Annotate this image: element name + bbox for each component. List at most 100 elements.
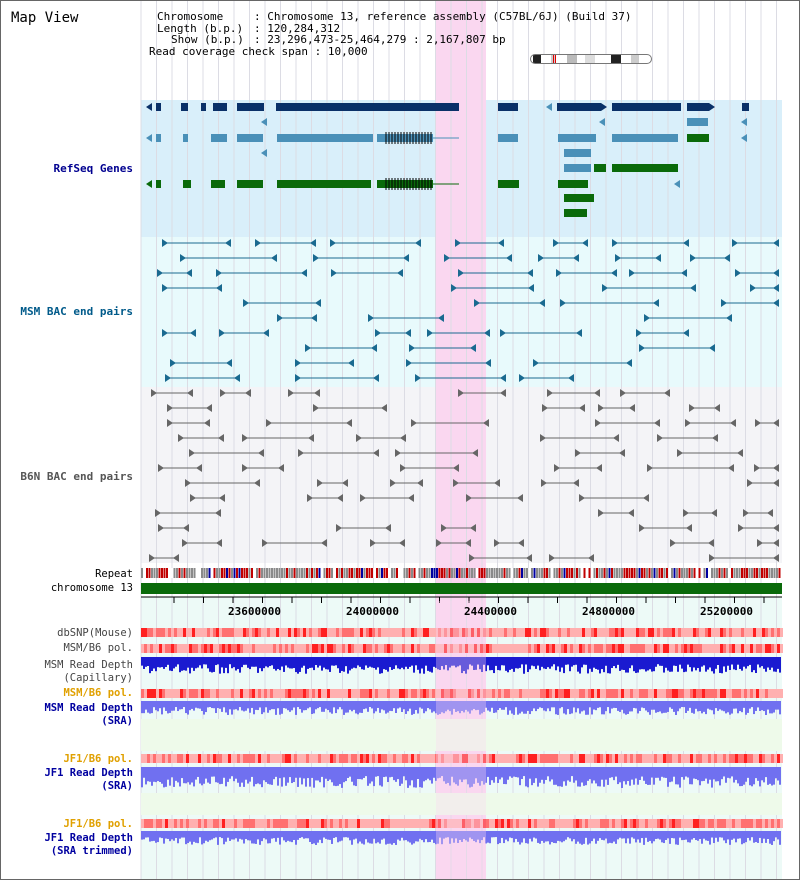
repeat-segment xyxy=(193,568,196,578)
depth-bar xyxy=(345,767,347,782)
heat-cell xyxy=(675,819,678,828)
strand-arrow xyxy=(546,103,552,111)
depth-bar xyxy=(375,767,377,777)
bac-end xyxy=(170,359,176,367)
heat-cell xyxy=(390,754,393,763)
depth-bar xyxy=(527,657,529,672)
heat-cell xyxy=(285,644,288,653)
msm-bac-end-pairs-label[interactable]: MSM BAC end pairs xyxy=(20,305,133,318)
depth-bar xyxy=(307,657,309,669)
heat-cell xyxy=(288,819,291,828)
heat-cell xyxy=(594,754,597,763)
heat-cell xyxy=(576,628,579,637)
bac-end xyxy=(216,284,222,292)
bac-end xyxy=(427,329,433,337)
depth-bar xyxy=(399,657,401,670)
bac-end xyxy=(409,344,415,352)
heat-cell xyxy=(333,644,336,653)
b6n-bac-end-pairs-label[interactable]: B6N BAC end pairs xyxy=(20,470,133,483)
depth-bar xyxy=(585,701,587,715)
depth-bar xyxy=(465,767,467,780)
depth-bar xyxy=(467,701,469,712)
depth-bar xyxy=(465,831,467,841)
depth-bar xyxy=(215,657,217,666)
bac-end xyxy=(685,419,691,427)
depth-bar xyxy=(577,767,579,787)
depth-bar xyxy=(165,831,167,839)
heat-cell xyxy=(378,819,381,828)
heat-cell xyxy=(432,644,435,653)
bac-end xyxy=(573,254,579,262)
depth-bar xyxy=(155,701,157,711)
heat-cell xyxy=(624,754,627,763)
depth-bar xyxy=(601,831,603,840)
heat-cell xyxy=(234,819,237,828)
depth-bar xyxy=(365,701,367,709)
depth-bar xyxy=(451,831,453,839)
heat-cell xyxy=(570,689,573,698)
repeat-segment xyxy=(743,568,746,578)
depth-bar xyxy=(777,767,779,781)
depth-bar xyxy=(151,657,153,671)
depth-bar xyxy=(259,767,261,785)
depth-bar xyxy=(453,657,455,666)
heat-cell xyxy=(633,644,636,653)
depth-bar xyxy=(171,701,173,711)
depth-bar xyxy=(645,701,647,711)
depth-bar xyxy=(649,767,651,785)
depth-bar xyxy=(617,831,619,840)
heat-cell xyxy=(333,754,336,763)
depth-bar xyxy=(477,831,479,840)
depth-bar xyxy=(623,767,625,782)
depth-bar xyxy=(319,701,321,708)
bac-end xyxy=(395,449,401,457)
depth-bar xyxy=(343,701,345,715)
depth-bar xyxy=(697,831,699,841)
depth-bar xyxy=(439,767,441,778)
bac-end xyxy=(773,554,779,562)
heat-cell xyxy=(732,819,735,828)
depth-bar xyxy=(389,701,391,711)
heat-cell xyxy=(552,819,555,828)
repeat-segment xyxy=(636,568,638,578)
heat-cell xyxy=(489,689,492,698)
heat-cell xyxy=(669,644,672,653)
depth-bar xyxy=(289,657,291,669)
depth-bar xyxy=(531,767,533,786)
heat-cell xyxy=(603,689,606,698)
depth-bar xyxy=(221,831,223,839)
depth-bar xyxy=(291,831,293,843)
heat-cell xyxy=(240,819,243,828)
heat-cell xyxy=(309,819,312,828)
depth-bar xyxy=(705,657,707,672)
bac-end xyxy=(483,419,489,427)
depth-bar xyxy=(625,657,627,673)
depth-bar xyxy=(739,831,741,839)
bac-end xyxy=(773,284,779,292)
heat-cell xyxy=(285,819,288,828)
bac-end xyxy=(225,239,231,247)
refseq-genes-label[interactable]: RefSeq Genes xyxy=(53,162,133,175)
depth-bar xyxy=(597,831,599,841)
depth-bar xyxy=(357,767,359,780)
chromosome-ideogram[interactable] xyxy=(530,54,652,64)
depth-bar xyxy=(291,767,293,784)
repeat-segment xyxy=(731,568,733,578)
depth-bar xyxy=(317,767,319,781)
depth-bar xyxy=(395,831,397,845)
depth-bar xyxy=(271,831,273,839)
depth-bar xyxy=(351,767,353,782)
heat-cell xyxy=(474,644,477,653)
depth-bar xyxy=(493,831,495,838)
heat-cell xyxy=(591,819,594,828)
heat-cell xyxy=(645,689,648,698)
depth-bar xyxy=(287,767,289,783)
heat-cell xyxy=(153,819,156,828)
repeat-segment xyxy=(351,568,353,578)
axis-tick-label: 24800000 xyxy=(582,605,635,618)
depth-bar xyxy=(647,701,649,713)
repeat-segment xyxy=(663,568,666,578)
depth-bar xyxy=(255,831,257,844)
depth-bar xyxy=(397,831,399,840)
